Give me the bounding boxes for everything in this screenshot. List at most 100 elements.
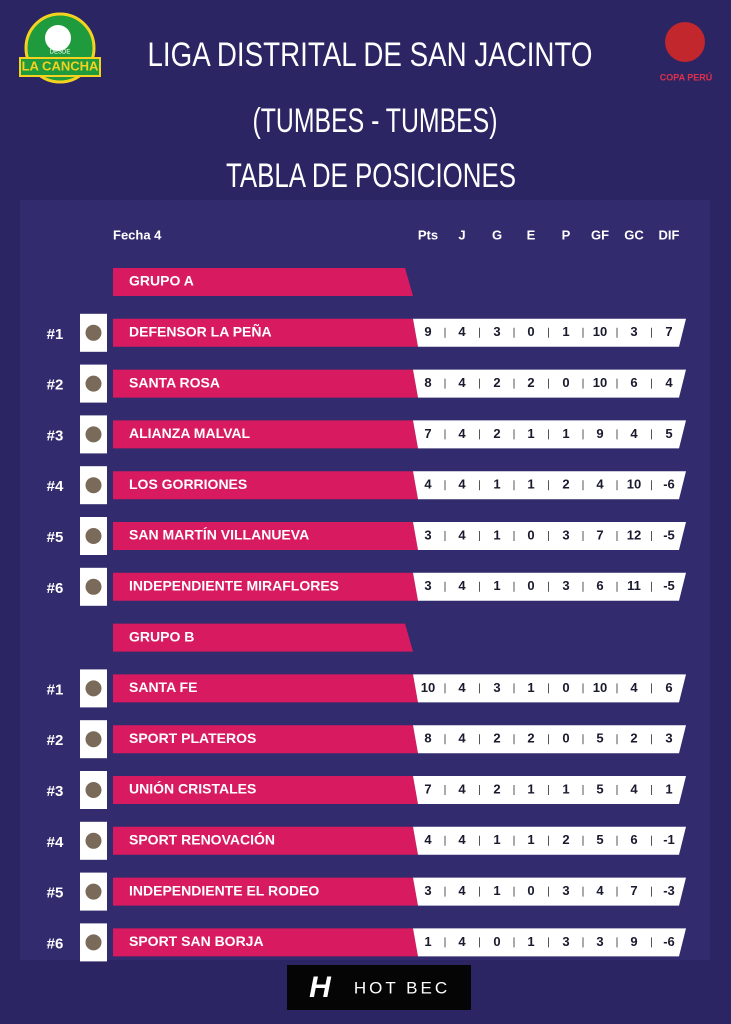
stat: 7 <box>424 426 431 441</box>
stat: 4 <box>424 832 432 847</box>
team-name: INDEPENDIENTE EL RODEO <box>129 882 319 898</box>
stat: 3 <box>596 934 603 949</box>
team-logo-icon <box>85 528 102 544</box>
column-header: P <box>562 227 571 242</box>
rank: #5 <box>47 885 64 902</box>
team-name: INDEPENDIENTE MIRAFLORES <box>129 578 339 594</box>
stat: 2 <box>527 731 534 746</box>
logo-banner <box>19 57 101 77</box>
team-logo-icon <box>85 731 102 748</box>
stat: 3 <box>665 731 672 746</box>
team-bar <box>113 522 418 550</box>
stat: 7 <box>665 324 672 339</box>
stat: 4 <box>458 781 466 796</box>
stat: 4 <box>458 731 466 746</box>
stat: 10 <box>593 375 607 390</box>
stat: 4 <box>630 426 638 441</box>
stat: 9 <box>424 324 431 339</box>
team-name: UNIÓN CRISTALES <box>129 780 256 797</box>
stat: 3 <box>493 680 500 695</box>
stat: -6 <box>663 477 675 492</box>
team-logo-icon <box>85 324 102 341</box>
stat: 4 <box>458 832 466 847</box>
subtitle: (TUMBES - TUMBES) <box>253 102 498 140</box>
stats-bar <box>413 725 686 754</box>
column-header: J <box>458 227 465 242</box>
stat: 1 <box>562 426 569 441</box>
stat: 1 <box>562 324 569 339</box>
team-name: SANTA ROSA <box>129 374 220 390</box>
stat: 9 <box>630 934 637 949</box>
stat: -1 <box>663 832 675 847</box>
stat: 4 <box>458 375 466 390</box>
title: LIGA DISTRITAL DE SAN JACINTO <box>148 36 593 74</box>
team-bar <box>113 826 418 855</box>
stat: 4 <box>630 680 638 695</box>
team-bar <box>113 725 418 754</box>
stat: 3 <box>562 527 569 542</box>
team-logo-icon <box>85 578 102 595</box>
right-logo-text: COPA PERÚ <box>660 71 713 82</box>
team-bar <box>113 776 418 804</box>
rank: #3 <box>47 427 64 444</box>
rank: #5 <box>47 529 64 546</box>
rank: #6 <box>47 580 64 597</box>
stat: 7 <box>630 883 637 898</box>
stat: 3 <box>562 934 569 949</box>
group-bar <box>113 623 413 652</box>
team-bar <box>113 420 418 449</box>
stat: 2 <box>493 375 500 390</box>
stat: 2 <box>493 781 500 796</box>
stat: 4 <box>458 527 466 542</box>
column-header: Pts <box>418 227 438 242</box>
stats-bar <box>413 877 686 906</box>
stat: 2 <box>562 832 569 847</box>
stat: 4 <box>424 477 432 492</box>
stat: 4 <box>458 426 466 441</box>
stat: 0 <box>527 883 534 898</box>
stats-bar <box>413 369 686 398</box>
stat: 2 <box>493 426 500 441</box>
stat: 2 <box>630 731 637 746</box>
stat: 3 <box>424 527 431 542</box>
stats-bar <box>413 318 686 347</box>
stat: 12 <box>627 527 641 542</box>
team-name: DEFENSOR LA PEÑA <box>129 323 272 340</box>
team-logo-icon <box>85 375 102 392</box>
stat: 4 <box>458 883 466 898</box>
stat: 1 <box>527 781 534 796</box>
stat: 3 <box>562 578 569 593</box>
team-bar <box>113 572 418 601</box>
stat: 7 <box>596 527 603 542</box>
stat: 1 <box>493 832 500 847</box>
stat: 10 <box>421 680 435 695</box>
stat: 4 <box>458 578 466 593</box>
stat: 1 <box>527 680 534 695</box>
rank: #6 <box>47 935 64 952</box>
stat: 2 <box>527 375 534 390</box>
stat: 1 <box>424 934 431 949</box>
stat: 5 <box>665 426 672 441</box>
group-name: GRUPO B <box>129 628 194 644</box>
group-name: GRUPO A <box>129 273 194 289</box>
stat: 3 <box>424 578 431 593</box>
column-header: DIF <box>659 227 680 242</box>
stat: 10 <box>593 680 607 695</box>
stats-bar <box>413 572 686 601</box>
stat: 1 <box>493 578 500 593</box>
stat: 1 <box>562 781 569 796</box>
stat: 2 <box>493 731 500 746</box>
stat: 7 <box>424 781 431 796</box>
stat: 1 <box>527 832 534 847</box>
rank: #4 <box>47 478 64 495</box>
stat: -5 <box>663 578 675 593</box>
rank: #2 <box>47 732 64 749</box>
stat: 5 <box>596 731 603 746</box>
team-name: SPORT RENOVACIÓN <box>129 831 275 848</box>
stats-bar <box>413 522 686 550</box>
heading: TABLA DE POSICIONES <box>226 157 516 195</box>
stat: -5 <box>663 527 675 542</box>
stat: 6 <box>596 578 603 593</box>
team-logo-icon <box>85 426 102 443</box>
stat: 6 <box>665 680 672 695</box>
